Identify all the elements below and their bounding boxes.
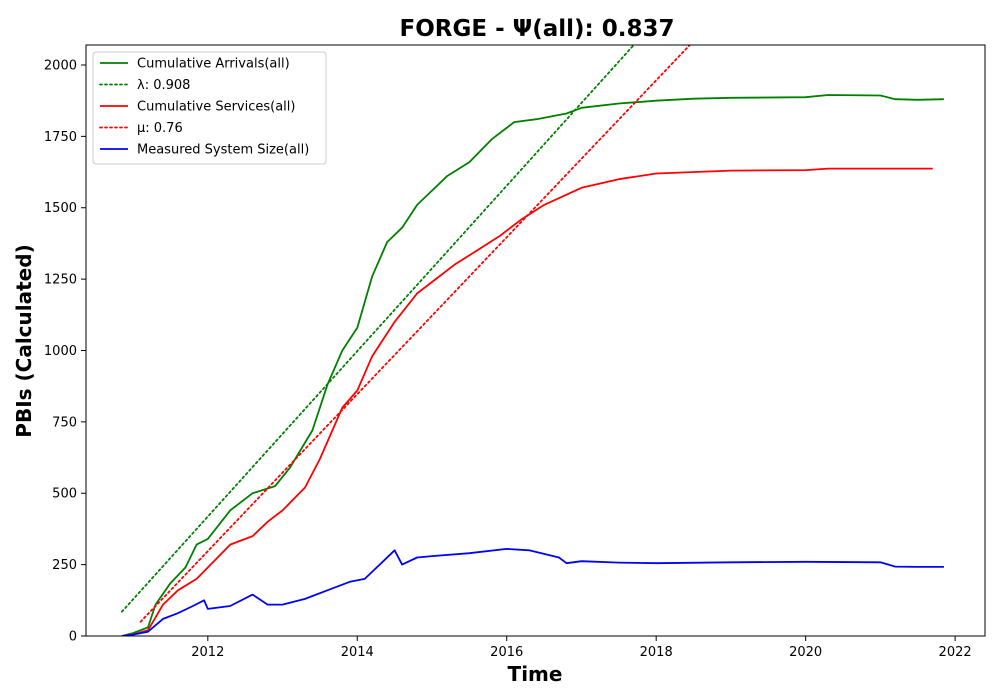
series-layer <box>121 45 944 636</box>
x-tick-label: 2016 <box>490 645 523 660</box>
plot-area: 2012 2014 2016 2018 2020 2022 0 250 500 750 1000 1… <box>44 44 986 660</box>
chart-title: FORGE - Ψ(all): 0.837 <box>400 16 675 42</box>
y-axis-title: PBIs (Calculated) <box>12 244 36 437</box>
x-tick-label: 2018 <box>640 645 673 660</box>
legend-entries: Cumulative Arrivals(all) λ: 0.908 Cumulati… <box>99 57 309 158</box>
y-tick-label: 1750 <box>44 130 77 145</box>
y-tick-label: 1500 <box>44 201 77 216</box>
y-tick-label: 250 <box>52 558 77 573</box>
series-line-2 <box>121 167 933 636</box>
legend-label: λ: 0.908 <box>137 78 190 93</box>
y-tick-label: 1250 <box>44 273 77 288</box>
x-tick-label: 2020 <box>789 645 822 660</box>
legend: Cumulative Arrivals(all) λ: 0.908 Cumulati… <box>92 51 327 165</box>
y-tick-label: 2000 <box>44 58 77 73</box>
x-tick-label: 2014 <box>341 645 374 660</box>
legend-label: Cumulative Services(all) <box>137 100 295 115</box>
x-tick-label: 2012 <box>191 645 224 660</box>
series-line-0 <box>121 94 944 636</box>
legend-label: μ: 0.76 <box>137 121 183 136</box>
y-axis-ticks: 0 250 500 750 1000 1250 1500 1750 2000 <box>44 58 86 645</box>
y-tick-label: 0 <box>69 630 77 645</box>
y-tick-label: 500 <box>52 487 77 502</box>
x-axis-title: Time <box>508 662 563 686</box>
series-line-4 <box>121 548 944 636</box>
legend-label: Cumulative Arrivals(all) <box>137 57 290 72</box>
y-tick-label: 1000 <box>44 344 77 359</box>
series-line-1 <box>121 45 635 613</box>
x-tick-label: 2022 <box>939 645 972 660</box>
legend-label: Measured System Size(all) <box>137 143 309 158</box>
legend-box <box>92 51 327 165</box>
x-axis-ticks: 2012 2014 2016 2018 2020 2022 <box>191 636 972 660</box>
plot-frame <box>85 44 986 637</box>
y-tick-label: 750 <box>52 415 77 430</box>
series-line-3 <box>139 45 691 623</box>
